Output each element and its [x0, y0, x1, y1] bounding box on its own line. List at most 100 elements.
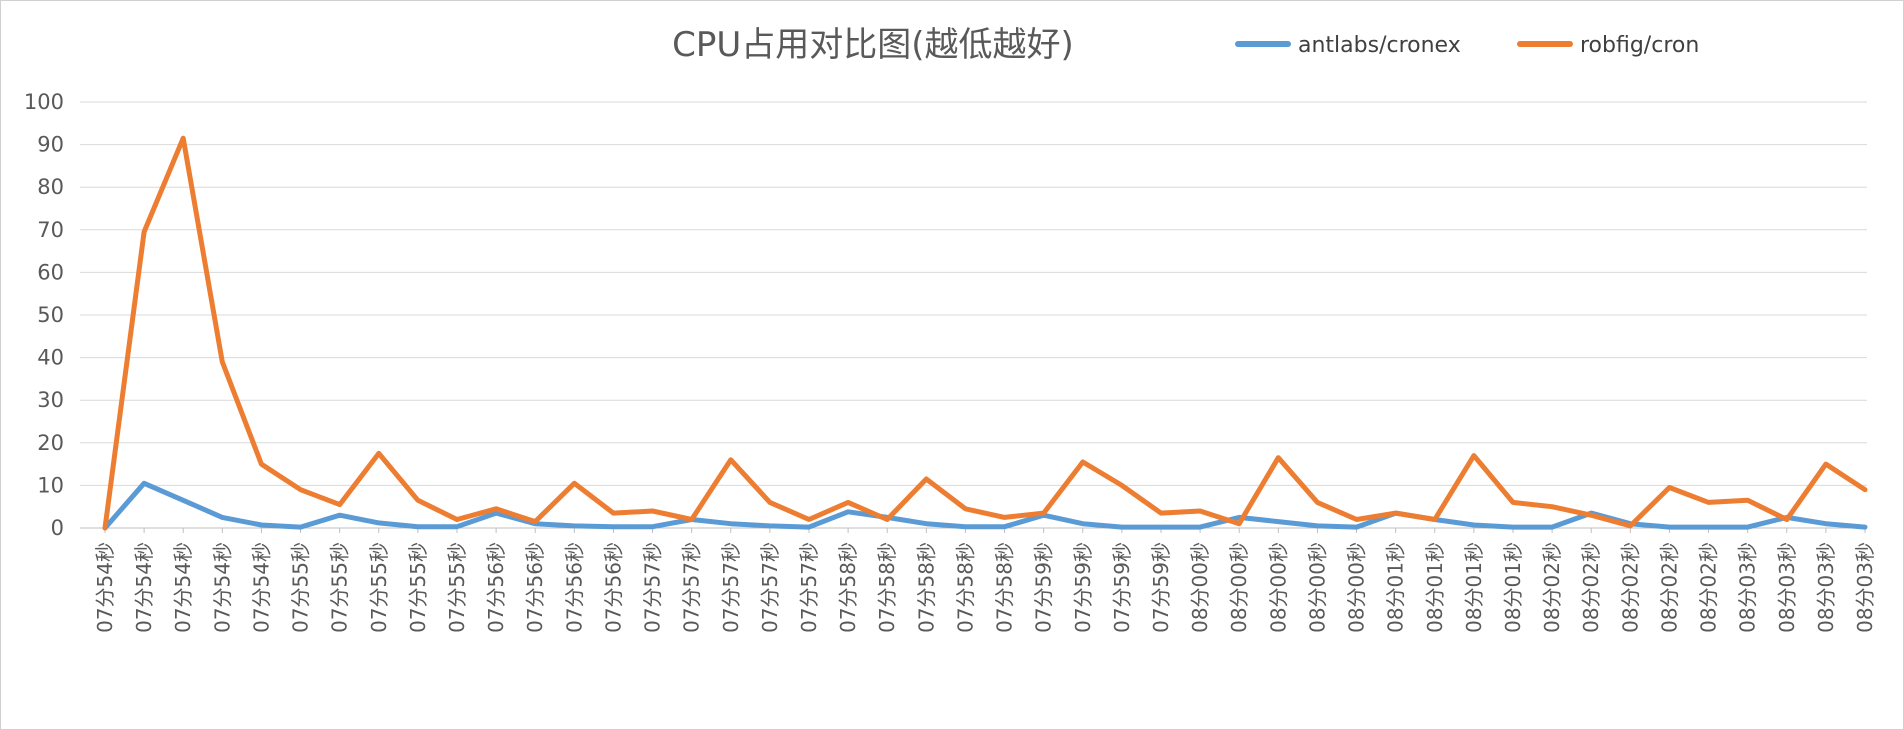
x-tick-label: 07分58秒	[993, 542, 1017, 633]
data-point	[532, 519, 538, 525]
x-tick-label: 08分00秒	[1227, 542, 1251, 633]
data-point	[180, 135, 186, 141]
data-point	[1706, 499, 1712, 505]
x-tick-label: 07分58秒	[953, 542, 977, 633]
x-axis: 07分54秒 07分54秒 07分54秒 07分54秒 07分54秒 07分55秒 07分5…	[93, 528, 1877, 633]
y-tick-label: 30	[37, 388, 64, 412]
data-point	[298, 524, 304, 530]
x-tick-label: 08分03秒	[1814, 542, 1838, 633]
data-point	[493, 506, 499, 512]
data-point	[1275, 455, 1281, 461]
chart-title: CPU占用对比图(越低越好)	[672, 25, 1074, 65]
x-tick-label: 07分56秒	[523, 542, 547, 633]
data-point	[1627, 523, 1633, 529]
data-point	[1236, 521, 1242, 527]
data-point	[962, 506, 968, 512]
x-tick-label: 07分55秒	[445, 542, 469, 633]
data-point	[1158, 510, 1164, 516]
data-point	[1784, 516, 1790, 522]
data-point	[1002, 514, 1008, 520]
x-tick-label: 08分02秒	[1579, 542, 1603, 633]
data-point	[845, 509, 851, 515]
x-tick-label: 08分01秒	[1423, 542, 1447, 633]
data-point	[923, 521, 929, 527]
data-point	[1862, 524, 1868, 530]
x-tick-label: 07分59秒	[1149, 542, 1173, 633]
x-tick-label: 08分02秒	[1697, 542, 1721, 633]
x-tick-label: 07分56秒	[562, 542, 586, 633]
data-point	[689, 516, 695, 522]
x-tick-label: 07分58秒	[914, 542, 938, 633]
y-tick-label: 10	[37, 473, 64, 497]
data-point	[376, 520, 382, 526]
data-point	[650, 508, 656, 514]
data-point	[1549, 524, 1555, 530]
data-point	[610, 510, 616, 516]
legend: antlabs/cronex robfig/cron	[1235, 33, 1699, 58]
x-tick-label: 07分55秒	[367, 542, 391, 633]
x-tick-label: 07分59秒	[1110, 542, 1134, 633]
data-point	[1080, 521, 1086, 527]
y-tick-label: 80	[37, 175, 64, 199]
x-tick-label: 07分59秒	[1071, 542, 1095, 633]
data-point	[1354, 516, 1360, 522]
data-point	[767, 499, 773, 505]
x-tick-label: 07分57秒	[641, 542, 665, 633]
x-tick-label: 08分00秒	[1266, 542, 1290, 633]
data-point	[1314, 499, 1320, 505]
x-tick-label: 08分03秒	[1775, 542, 1799, 633]
data-point	[376, 450, 382, 456]
data-point	[337, 502, 343, 508]
data-point	[1510, 499, 1516, 505]
data-point	[1314, 523, 1320, 529]
x-tick-label: 07分58秒	[875, 542, 899, 633]
x-tick-label: 08分00秒	[1188, 542, 1212, 633]
data-point	[1393, 510, 1399, 516]
x-tick-label: 07分57秒	[797, 542, 821, 633]
data-point	[415, 524, 421, 530]
x-tick-label: 07分58秒	[836, 542, 860, 633]
y-tick-label: 60	[37, 260, 64, 284]
data-point	[1471, 522, 1477, 528]
data-point	[298, 487, 304, 493]
data-point	[884, 516, 890, 522]
data-point	[650, 524, 656, 530]
x-tick-label: 07分54秒	[93, 542, 117, 633]
data-point	[1041, 510, 1047, 516]
data-point	[1002, 524, 1008, 530]
data-point	[1080, 459, 1086, 465]
x-tick-label: 07分56秒	[601, 542, 625, 633]
data-point	[1119, 524, 1125, 530]
data-point	[1588, 512, 1594, 518]
data-point	[454, 516, 460, 522]
y-tick-label: 50	[37, 303, 64, 327]
data-point	[1706, 524, 1712, 530]
data-point	[728, 457, 734, 463]
data-point	[962, 524, 968, 530]
x-tick-label: 07分54秒	[132, 542, 156, 633]
data-point	[1823, 521, 1829, 527]
x-tick-label: 08分01秒	[1462, 542, 1486, 633]
y-axis: 0 10 20 30 40 50 60 70 80 90 100	[24, 90, 64, 540]
data-point	[1862, 487, 1868, 493]
data-point	[219, 359, 225, 365]
x-tick-label: 07分54秒	[210, 542, 234, 633]
data-point	[1745, 524, 1751, 530]
x-tick-label: 07分55秒	[406, 542, 430, 633]
x-tick-label: 08分02秒	[1618, 542, 1642, 633]
data-point	[845, 499, 851, 505]
x-tick-label: 07分54秒	[171, 542, 195, 633]
data-point	[415, 497, 421, 503]
data-point	[258, 461, 264, 467]
x-tick-label: 07分59秒	[1032, 542, 1056, 633]
data-point	[1666, 485, 1672, 491]
data-point	[767, 523, 773, 529]
data-point	[1432, 516, 1438, 522]
data-point	[923, 476, 929, 482]
legend-label: antlabs/cronex	[1298, 33, 1461, 58]
series-lines	[102, 135, 1868, 531]
x-tick-label: 07分57秒	[680, 542, 704, 633]
